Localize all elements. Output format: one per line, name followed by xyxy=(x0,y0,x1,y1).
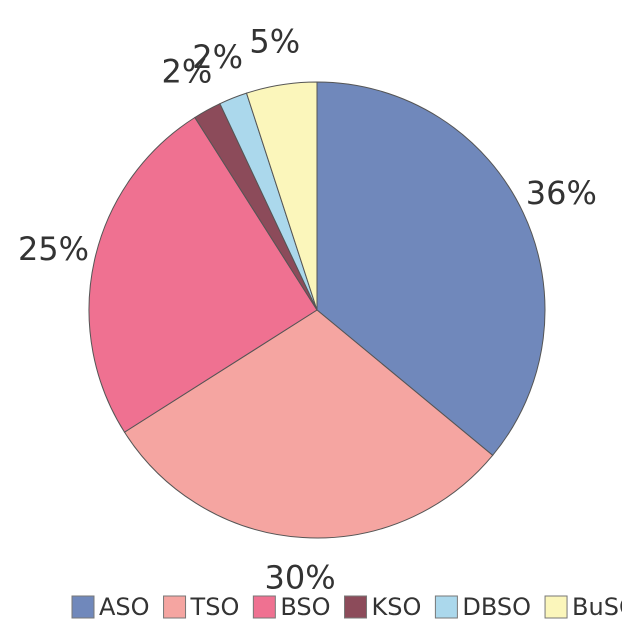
legend-label: KSO xyxy=(372,593,422,621)
slice-label: 25% xyxy=(18,230,89,268)
legend-swatch xyxy=(163,595,187,619)
legend-label: ASO xyxy=(99,593,150,621)
legend-swatch xyxy=(344,595,368,619)
legend-swatch xyxy=(71,595,95,619)
slice-label: 36% xyxy=(526,174,597,212)
legend-swatch xyxy=(434,595,458,619)
pie-slice xyxy=(123,309,494,539)
slice-label: 2% xyxy=(192,38,243,76)
pie-slice xyxy=(88,116,318,433)
legend-label: TSO xyxy=(190,593,240,621)
legend-label: DBSO xyxy=(462,593,531,621)
slice-label: 5% xyxy=(249,22,300,60)
pie-slice xyxy=(245,81,318,311)
slice-label: 2% xyxy=(162,52,213,90)
pie-slice xyxy=(316,81,546,457)
legend-label: BSO xyxy=(280,593,330,621)
slice-label: 30% xyxy=(264,558,335,596)
legend-swatch xyxy=(252,595,276,619)
legend-swatch xyxy=(544,595,568,619)
legend-label: BuSO xyxy=(572,593,622,621)
